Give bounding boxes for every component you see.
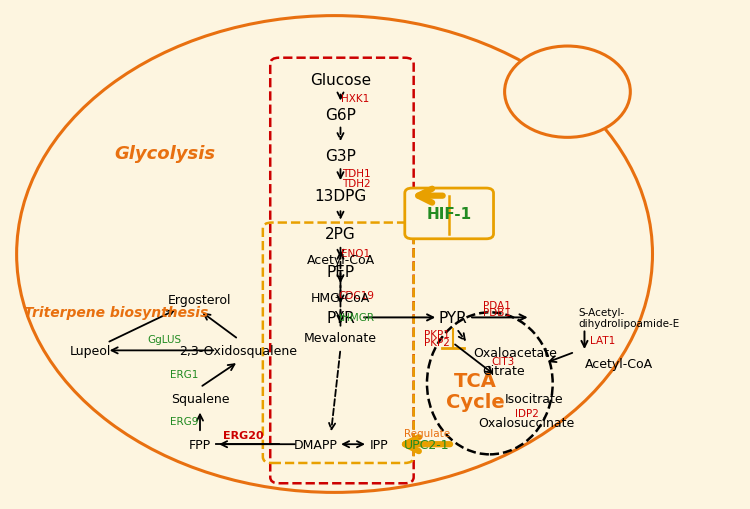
Text: G6P: G6P bbox=[325, 108, 356, 123]
FancyBboxPatch shape bbox=[405, 189, 494, 239]
Text: LAT1: LAT1 bbox=[590, 335, 615, 346]
Text: CDC19: CDC19 bbox=[339, 290, 375, 300]
Text: Oxaloacetate: Oxaloacetate bbox=[473, 347, 557, 360]
Text: FPP: FPP bbox=[189, 438, 211, 451]
Text: tHMGR: tHMGR bbox=[339, 313, 375, 323]
Text: Acetyl-CoA: Acetyl-CoA bbox=[307, 253, 374, 266]
Text: ENO1: ENO1 bbox=[340, 248, 370, 258]
Text: IPP: IPP bbox=[370, 438, 388, 451]
Text: Squalene: Squalene bbox=[171, 392, 230, 405]
Text: Ergosterol: Ergosterol bbox=[168, 294, 232, 306]
Text: DMAPP: DMAPP bbox=[294, 438, 338, 451]
Text: Glycolysis: Glycolysis bbox=[114, 144, 215, 162]
Text: 2,3-Oxidosqualene: 2,3-Oxidosqualene bbox=[179, 344, 298, 357]
Text: Acetyl-CoA: Acetyl-CoA bbox=[584, 357, 652, 370]
Text: 2PG: 2PG bbox=[325, 227, 356, 242]
Text: PYR: PYR bbox=[439, 310, 467, 325]
Ellipse shape bbox=[505, 47, 630, 138]
Text: UPC2-1: UPC2-1 bbox=[404, 438, 450, 451]
Text: HMG-CoA: HMG-CoA bbox=[310, 291, 370, 304]
Text: CIT3: CIT3 bbox=[491, 356, 514, 366]
Text: Oxalosuccinate: Oxalosuccinate bbox=[478, 416, 575, 429]
Text: ERG9: ERG9 bbox=[170, 416, 198, 427]
Text: TDH2: TDH2 bbox=[343, 179, 371, 189]
Text: HIF-1: HIF-1 bbox=[427, 207, 472, 221]
Text: PDB1: PDB1 bbox=[483, 308, 512, 318]
Text: Glucose: Glucose bbox=[310, 72, 371, 88]
Text: PKP2: PKP2 bbox=[424, 337, 449, 347]
Text: PDA1: PDA1 bbox=[483, 300, 512, 310]
Text: IDP2: IDP2 bbox=[514, 408, 538, 418]
Text: TCA: TCA bbox=[454, 372, 497, 390]
Text: Regulate: Regulate bbox=[404, 428, 450, 438]
Text: PEP: PEP bbox=[326, 265, 355, 280]
Text: TDH1: TDH1 bbox=[343, 168, 371, 179]
Text: G3P: G3P bbox=[325, 148, 356, 163]
Text: GgLUS: GgLUS bbox=[148, 334, 182, 345]
Text: Isocitrate: Isocitrate bbox=[505, 392, 563, 405]
Text: HXK1: HXK1 bbox=[341, 93, 370, 103]
Ellipse shape bbox=[520, 61, 614, 124]
Text: ERG1: ERG1 bbox=[170, 370, 198, 380]
Text: Citrate: Citrate bbox=[482, 364, 524, 377]
Text: Cycle: Cycle bbox=[446, 392, 505, 411]
Text: Triterpene biosynthesis: Triterpene biosynthesis bbox=[24, 306, 209, 320]
Text: Mevalonate: Mevalonate bbox=[304, 331, 377, 345]
Text: S-Acetyl-
dihydrolipoamide-E: S-Acetyl- dihydrolipoamide-E bbox=[578, 307, 680, 328]
Text: ERG20: ERG20 bbox=[223, 430, 263, 440]
Text: Lupeol: Lupeol bbox=[70, 344, 111, 357]
Text: PYR: PYR bbox=[326, 310, 355, 325]
Text: PKP1: PKP1 bbox=[424, 329, 449, 339]
Text: 13DPG: 13DPG bbox=[314, 189, 367, 204]
Ellipse shape bbox=[16, 17, 652, 492]
